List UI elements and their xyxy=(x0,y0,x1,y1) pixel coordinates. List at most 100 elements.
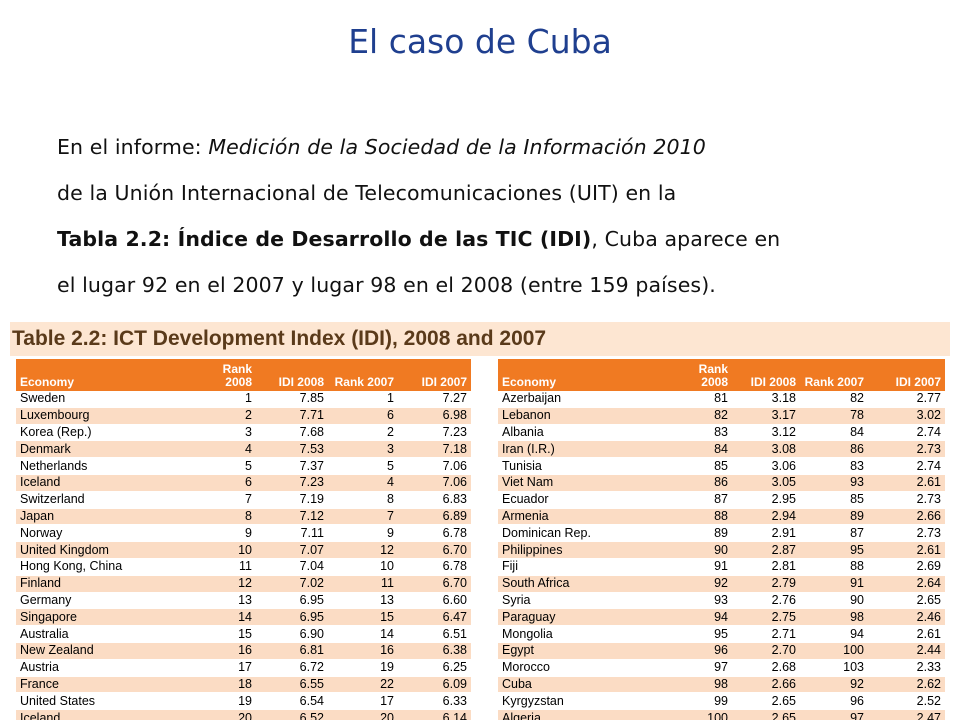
cell-economy: Philippines xyxy=(498,541,666,559)
table-row: Syria 93 2.76 90 2.65 xyxy=(498,592,945,610)
table-row: Australia 15 6.90 14 6.51 xyxy=(16,625,471,643)
cell-rank-2007: 97 xyxy=(800,709,868,720)
cell-rank-2008: 7 xyxy=(191,491,256,509)
cell-rank-2008: 13 xyxy=(191,592,256,610)
cell-rank-2007: 91 xyxy=(800,575,868,593)
cell-idi-2007: 2.69 xyxy=(868,558,945,576)
cell-rank-2007: 9 xyxy=(328,524,398,543)
cell-rank-2008: 96 xyxy=(666,642,732,660)
table-row: Netherlands 5 7.37 5 7.06 xyxy=(16,457,471,475)
cell-economy: Viet Nam xyxy=(498,474,666,492)
cell-idi-2008: 2.94 xyxy=(732,508,800,526)
cell-rank-2008: 98 xyxy=(666,676,732,694)
cell-economy: Lebanon xyxy=(498,407,666,425)
cell-idi-2007: 6.70 xyxy=(398,541,471,559)
cell-economy: South Africa xyxy=(498,575,666,593)
table-row: Lebanon 82 3.17 78 3.02 xyxy=(498,407,945,425)
cell-economy: Iceland xyxy=(16,709,191,720)
cell-rank-2008: 88 xyxy=(666,508,732,526)
cell-rank-2008: 4 xyxy=(191,440,256,459)
cell-rank-2007: 87 xyxy=(800,524,868,543)
cell-idi-2007: 2.66 xyxy=(868,508,945,526)
cell-idi-2008: 2.76 xyxy=(732,592,800,610)
cell-idi-2007: 2.77 xyxy=(868,391,945,408)
cell-economy: Austria xyxy=(16,659,191,677)
cell-idi-2008: 7.07 xyxy=(256,541,328,559)
cell-idi-2007: 2.62 xyxy=(868,676,945,694)
cell-idi-2008: 6.95 xyxy=(256,608,328,627)
cell-economy: Dominican Rep. xyxy=(498,524,666,543)
cell-idi-2007: 6.09 xyxy=(398,676,471,694)
cell-idi-2007: 6.70 xyxy=(398,575,471,593)
table-row: Finland 12 7.02 11 6.70 xyxy=(16,575,471,593)
slide-title: El caso de Cuba xyxy=(348,22,612,61)
cell-economy: Syria xyxy=(498,592,666,610)
header-rank-2008: Rank 2008 xyxy=(191,359,256,391)
cell-idi-2008: 7.85 xyxy=(256,391,328,408)
cell-rank-2007: 92 xyxy=(800,676,868,694)
cell-idi-2008: 6.72 xyxy=(256,659,328,677)
cell-economy: Germany xyxy=(16,592,191,610)
cell-rank-2008: 2 xyxy=(191,407,256,425)
cell-idi-2007: 2.61 xyxy=(868,541,945,559)
cell-idi-2007: 6.33 xyxy=(398,692,471,711)
cell-economy: Paraguay xyxy=(498,608,666,627)
cell-economy: Algeria xyxy=(498,709,666,720)
cell-idi-2008: 2.71 xyxy=(732,625,800,643)
cell-economy: United Kingdom xyxy=(16,541,191,559)
intro-line-3: Tabla 2.2: Índice de Desarrollo de las T… xyxy=(57,216,907,262)
header-rank-2008: Rank 2008 xyxy=(666,359,732,391)
table-header-row: Economy Rank 2008 IDI 2008 Rank 2007 IDI… xyxy=(16,359,471,391)
cell-economy: Fiji xyxy=(498,558,666,576)
cell-idi-2008: 3.18 xyxy=(732,391,800,408)
cell-idi-2007: 7.27 xyxy=(398,391,471,408)
table-row: Egypt 96 2.70 100 2.44 xyxy=(498,642,945,660)
header-rank-2007: Rank 2007 xyxy=(800,359,868,391)
cell-economy: Australia xyxy=(16,625,191,643)
cell-idi-2008: 3.08 xyxy=(732,440,800,459)
table-right-body: Azerbaijan 81 3.18 82 2.77 Lebanon 82 3.17 78 3.0… xyxy=(498,391,945,720)
cell-rank-2008: 82 xyxy=(666,407,732,425)
cell-rank-2007: 16 xyxy=(328,642,398,660)
cell-rank-2008: 81 xyxy=(666,391,732,408)
cell-rank-2007: 84 xyxy=(800,424,868,442)
cell-economy: United States xyxy=(16,692,191,711)
cell-rank-2007: 82 xyxy=(800,391,868,408)
cell-rank-2008: 86 xyxy=(666,474,732,492)
cell-rank-2008: 12 xyxy=(191,575,256,593)
cell-rank-2008: 18 xyxy=(191,676,256,694)
cell-idi-2008: 2.75 xyxy=(732,608,800,627)
cell-idi-2008: 3.06 xyxy=(732,457,800,475)
cell-rank-2008: 99 xyxy=(666,692,732,711)
cell-rank-2007: 86 xyxy=(800,440,868,459)
cell-rank-2008: 87 xyxy=(666,491,732,509)
cell-rank-2008: 94 xyxy=(666,608,732,627)
cell-rank-2008: 14 xyxy=(191,608,256,627)
cell-rank-2007: 4 xyxy=(328,474,398,492)
table-row: Denmark 4 7.53 3 7.18 xyxy=(16,440,471,459)
cell-economy: Mongolia xyxy=(498,625,666,643)
cell-idi-2008: 6.55 xyxy=(256,676,328,694)
cell-idi-2007: 2.33 xyxy=(868,659,945,677)
cell-idi-2007: 7.23 xyxy=(398,424,471,442)
cell-idi-2007: 2.61 xyxy=(868,625,945,643)
cell-rank-2007: 20 xyxy=(328,709,398,720)
cell-rank-2007: 3 xyxy=(328,440,398,459)
cell-idi-2008: 7.23 xyxy=(256,474,328,492)
cell-idi-2008: 6.81 xyxy=(256,642,328,660)
table-row: Singapore 14 6.95 15 6.47 xyxy=(16,608,471,627)
cell-rank-2007: 83 xyxy=(800,457,868,475)
cell-rank-2008: 3 xyxy=(191,424,256,442)
table-left-body: Sweden 1 7.85 1 7.27 Luxembourg 2 7.71 6 6.98 Kore… xyxy=(16,391,471,720)
cell-rank-2008: 85 xyxy=(666,457,732,475)
table-row: Tunisia 85 3.06 83 2.74 xyxy=(498,457,945,475)
table-row: Morocco 97 2.68 103 2.33 xyxy=(498,659,945,677)
cell-idi-2007: 6.60 xyxy=(398,592,471,610)
cell-rank-2008: 17 xyxy=(191,659,256,677)
cell-idi-2008: 2.95 xyxy=(732,491,800,509)
cell-idi-2008: 2.79 xyxy=(732,575,800,593)
cell-idi-2008: 2.91 xyxy=(732,524,800,543)
cell-rank-2007: 88 xyxy=(800,558,868,576)
cell-rank-2008: 11 xyxy=(191,558,256,576)
table-row: Iceland 6 7.23 4 7.06 xyxy=(16,474,471,492)
